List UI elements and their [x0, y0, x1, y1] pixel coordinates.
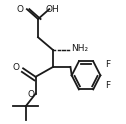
- Text: O: O: [13, 63, 20, 72]
- Text: F: F: [105, 60, 111, 69]
- Text: NH₂: NH₂: [71, 44, 88, 53]
- Text: O: O: [27, 90, 34, 99]
- Text: O: O: [17, 5, 24, 14]
- Text: F: F: [105, 81, 111, 91]
- Text: OH: OH: [45, 5, 59, 14]
